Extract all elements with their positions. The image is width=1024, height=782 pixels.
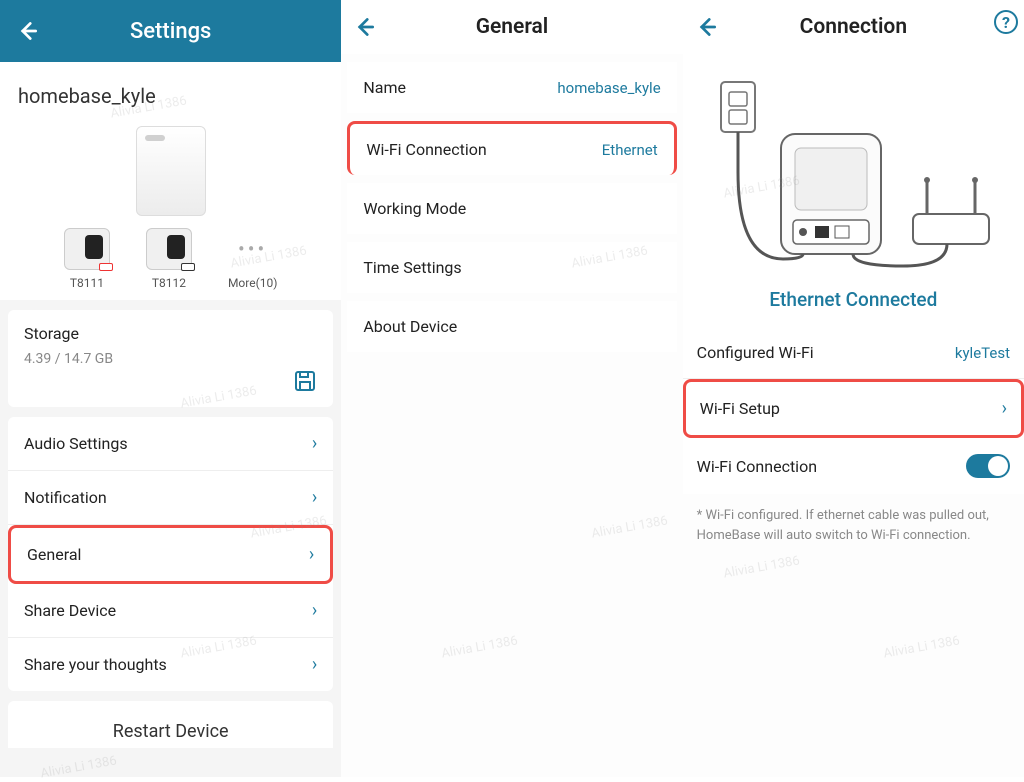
- chevron-right-icon: ›: [312, 654, 317, 675]
- help-icon[interactable]: ?: [994, 10, 1018, 34]
- storage-value: 4.39 / 14.7 GB: [24, 351, 317, 367]
- row-wifi-connection-toggle: Wi-Fi Connection: [683, 438, 1024, 494]
- connection-list: Configured Wi-Fi kyleTest Wi-Fi Setup › …: [683, 327, 1024, 494]
- chevron-right-icon: ›: [312, 487, 317, 508]
- row-name[interactable]: Name homebase_kyle: [347, 62, 676, 113]
- device-label: T8111: [70, 276, 104, 290]
- row-wifi-connection[interactable]: Wi-Fi Connection Ethernet: [347, 121, 676, 175]
- back-icon[interactable]: [693, 14, 719, 44]
- row-label: Time Settings: [363, 258, 461, 277]
- row-share-device[interactable]: Share Device ›: [8, 584, 333, 638]
- device-item[interactable]: T8112: [146, 228, 192, 290]
- row-label: Working Mode: [363, 199, 466, 218]
- row-about-device[interactable]: About Device: [347, 301, 676, 352]
- general-list: Name homebase_kyle Wi-Fi Connection Ethe…: [341, 54, 682, 366]
- chevron-right-icon: ›: [1002, 398, 1007, 419]
- header-title: Settings: [0, 19, 341, 44]
- watermark: Alivia Li 1386: [591, 513, 670, 541]
- row-share-thoughts[interactable]: Share your thoughts ›: [8, 638, 333, 691]
- row-label: Audio Settings: [24, 434, 128, 453]
- connection-header: Connection ?: [683, 0, 1024, 54]
- device-name: homebase_kyle: [0, 62, 341, 118]
- row-audio-settings[interactable]: Audio Settings ›: [8, 417, 333, 471]
- storage-label: Storage: [24, 324, 317, 343]
- camera-icon: [146, 228, 192, 270]
- row-value: homebase_kyle: [557, 79, 660, 97]
- more-devices[interactable]: ••• More(10): [228, 228, 277, 290]
- watermark: Alivia Li 1386: [722, 553, 801, 581]
- more-label: More(10): [228, 276, 277, 290]
- row-label: Notification: [24, 488, 107, 507]
- chevron-right-icon: ›: [312, 433, 317, 454]
- wifi-note: * Wi-Fi configured. If ethernet cable wa…: [683, 494, 1024, 557]
- row-notification[interactable]: Notification ›: [8, 471, 333, 525]
- device-item[interactable]: T8111: [64, 228, 110, 290]
- header-title: Connection: [683, 15, 1024, 39]
- row-label: Share your thoughts: [24, 655, 167, 674]
- storage-card[interactable]: Storage 4.39 / 14.7 GB: [8, 310, 333, 407]
- restart-device-button[interactable]: Restart Device: [8, 701, 333, 748]
- connection-illustration: [683, 54, 1024, 284]
- row-wifi-setup[interactable]: Wi-Fi Setup ›: [683, 379, 1024, 438]
- settings-list: Audio Settings › Notification › General …: [8, 417, 333, 691]
- row-label: Configured Wi-Fi: [697, 343, 814, 362]
- watermark: Alivia Li 1386: [882, 633, 961, 661]
- device-illustration: T8111 T8112 ••• More(10): [0, 118, 341, 300]
- row-configured-wifi[interactable]: Configured Wi-Fi kyleTest: [683, 327, 1024, 379]
- watermark: Alivia Li 1386: [39, 753, 118, 781]
- chevron-right-icon: ›: [312, 600, 317, 621]
- row-label: Wi-Fi Connection: [697, 457, 817, 476]
- camera-icon: [64, 228, 110, 270]
- row-label: About Device: [363, 317, 457, 336]
- row-label: Share Device: [24, 601, 116, 620]
- row-label: Wi-Fi Setup: [700, 399, 780, 418]
- device-label: T8112: [152, 276, 186, 290]
- row-label: Name: [363, 78, 406, 97]
- row-general[interactable]: General ›: [8, 525, 333, 584]
- row-time-settings[interactable]: Time Settings: [347, 242, 676, 293]
- chevron-right-icon: ›: [309, 544, 314, 565]
- back-icon[interactable]: [14, 18, 40, 48]
- back-icon[interactable]: [351, 14, 377, 44]
- more-icon: •••: [230, 228, 276, 270]
- save-icon[interactable]: [24, 369, 317, 397]
- watermark: Alivia Li 1386: [441, 633, 520, 661]
- header-title: General: [341, 15, 682, 39]
- row-value: kyleTest: [955, 344, 1010, 362]
- connection-status: Ethernet Connected: [683, 284, 1024, 327]
- row-value: Ethernet: [602, 141, 658, 159]
- row-label: Wi-Fi Connection: [366, 140, 486, 159]
- wifi-toggle[interactable]: [966, 454, 1010, 478]
- homebase-image: [136, 126, 206, 216]
- general-header: General: [341, 0, 682, 54]
- row-working-mode[interactable]: Working Mode: [347, 183, 676, 234]
- row-label: General: [27, 545, 81, 564]
- settings-header: Settings: [0, 0, 341, 62]
